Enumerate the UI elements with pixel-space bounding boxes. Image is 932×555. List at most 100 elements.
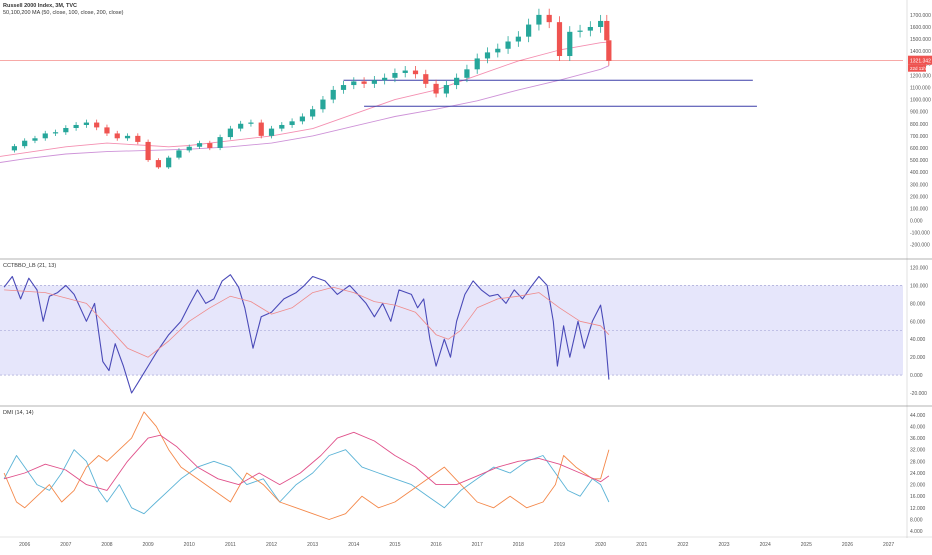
price-tick-14: 300.000	[910, 182, 928, 188]
last-price-countdown	[908, 64, 926, 72]
time-tick-16: 2022	[677, 542, 688, 548]
candle-down	[145, 141, 151, 161]
time-tick-3: 2009	[143, 542, 154, 548]
dmi-tick-2: 36.000	[910, 436, 926, 442]
price-tick-15: 200.000	[910, 194, 928, 200]
candle-up	[32, 138, 38, 141]
time-tick-19: 2025	[801, 542, 812, 548]
osc-tick-4: 40.000	[910, 337, 926, 343]
price-tick-5: 1200.000	[910, 73, 931, 79]
candle-down	[423, 74, 429, 84]
candle-up	[382, 77, 388, 81]
candle-up	[310, 109, 316, 117]
candle-down	[556, 22, 563, 57]
candle-up	[371, 80, 377, 84]
price-tick-1: 1600.000	[910, 25, 931, 31]
candle-down	[94, 122, 100, 128]
candle-up	[330, 89, 336, 100]
candle-up	[238, 123, 244, 129]
candle-up	[454, 77, 460, 86]
candle-up	[289, 121, 295, 125]
candle-down	[104, 127, 110, 134]
time-tick-13: 2019	[554, 542, 565, 548]
price-tick-8: 900.000	[910, 110, 928, 116]
candle-up	[392, 72, 398, 78]
time-tick-14: 2020	[595, 542, 606, 548]
oscillator-title: CCTBBO_LB (21, 13)	[3, 263, 57, 269]
time-tick-20: 2026	[842, 542, 853, 548]
price-tick-9: 800.000	[910, 122, 928, 128]
dmi-plus-line	[3, 449, 610, 515]
ma-long-line	[0, 65, 610, 163]
candle-up	[299, 116, 305, 122]
price-tick-16: 100.000	[910, 206, 928, 212]
candle-down	[546, 14, 552, 23]
candle-up	[11, 146, 17, 151]
time-tick-10: 2016	[431, 542, 442, 548]
candle-up	[22, 140, 28, 147]
time-tick-21: 2027	[883, 542, 894, 548]
price-tick-11: 600.000	[910, 146, 928, 152]
candle-up	[217, 137, 223, 148]
dmi-tick-7: 16.000	[910, 494, 926, 500]
candle-up	[351, 81, 357, 86]
dmi-tick-9: 8.000	[910, 517, 923, 523]
candle-up	[248, 122, 254, 124]
dmi-title: DMI (14, 14)	[3, 410, 34, 416]
candle-up	[196, 143, 203, 147]
last-price-countdown-text: 22d 11h	[910, 66, 926, 71]
time-tick-8: 2014	[348, 542, 359, 548]
candle-up	[484, 52, 491, 59]
dmi-tick-4: 28.000	[910, 459, 926, 465]
price-tick-7: 1000.000	[910, 98, 931, 104]
candle-up	[320, 99, 326, 110]
main-indicator-label: 50,100,200 MA (50, close, 100, close, 20…	[3, 10, 124, 16]
candle-up	[515, 36, 521, 42]
dmi-tick-6: 20.000	[910, 483, 926, 489]
candle-up	[186, 146, 192, 151]
candle-down	[412, 70, 419, 75]
time-tick-4: 2010	[184, 542, 195, 548]
price-tick-10: 700.000	[910, 134, 928, 140]
candle-up	[402, 70, 408, 73]
candle-up	[526, 24, 532, 37]
time-tick-2: 2008	[101, 542, 112, 548]
osc-tick-1: 100.000	[910, 283, 928, 289]
price-tick-17: 0.000	[910, 219, 923, 225]
price-tick-3: 1400.000	[910, 49, 931, 55]
candle-up	[42, 133, 48, 139]
last-price-badge	[908, 55, 932, 65]
candle-up	[587, 26, 593, 31]
adx-line	[3, 431, 610, 491]
candle-down	[207, 143, 213, 148]
last-price-badge-text: 1321.342	[910, 59, 931, 65]
time-tick-9: 2015	[389, 542, 400, 548]
time-tick-17: 2023	[718, 542, 729, 548]
time-tick-5: 2011	[225, 542, 236, 548]
price-tick-18: -100.000	[910, 231, 930, 237]
price-tick-12: 500.000	[910, 158, 928, 164]
osc-tick-3: 60.000	[910, 319, 926, 325]
candle-up	[536, 14, 542, 25]
time-tick-1: 2007	[60, 542, 71, 548]
candle-up	[63, 128, 69, 133]
time-tick-7: 2013	[307, 542, 318, 548]
osc-tick-5: 20.000	[910, 355, 926, 361]
dmi-minus-line	[3, 411, 610, 520]
candle-up	[495, 48, 501, 53]
time-tick-18: 2024	[760, 542, 771, 548]
main-chart-title: Russell 2000 Index, 3M, TVC	[3, 3, 77, 9]
candle-up	[340, 85, 347, 90]
candle-up	[83, 122, 89, 125]
dmi-tick-3: 32.000	[910, 448, 926, 454]
price-tick-0: 1700.000	[910, 13, 931, 19]
price-tick-6: 1100.000	[910, 85, 931, 91]
candle-down	[114, 133, 120, 139]
osc-tick-2: 80.000	[910, 301, 926, 307]
candle-up	[52, 132, 59, 134]
time-tick-12: 2018	[513, 542, 524, 548]
dmi-tick-0: 44.000	[910, 413, 926, 419]
candle-down	[258, 122, 264, 136]
